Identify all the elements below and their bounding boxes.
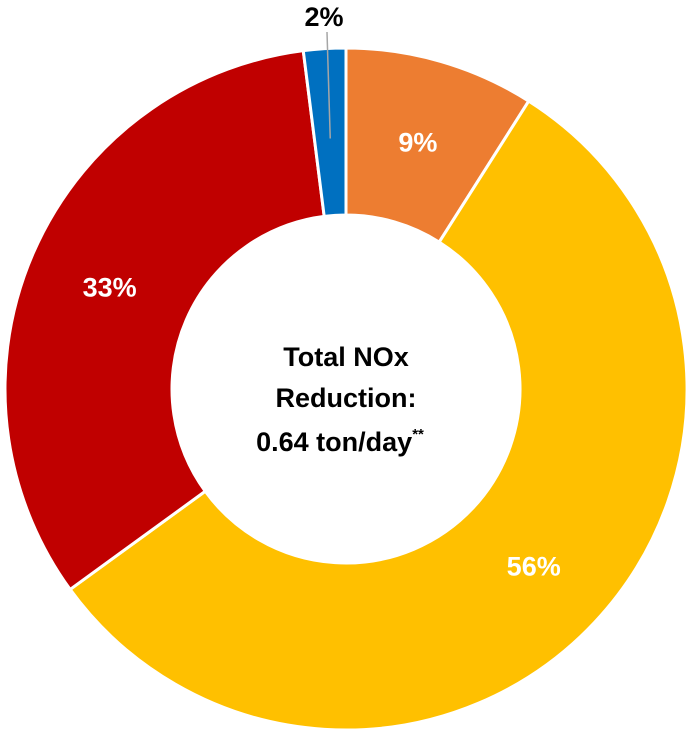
slice-label-2: 33% (83, 273, 137, 303)
center-label: Total NOx Reduction: 0.64 ton/day** (256, 342, 424, 457)
center-line-2: Reduction: (276, 383, 417, 413)
leader-line-3 (326, 31, 331, 139)
donut-slice-2 (3, 49, 326, 592)
donut-slice-3 (301, 46, 348, 219)
center-line-1: Total NOx (283, 342, 409, 372)
slice-label-3: 2% (304, 2, 343, 32)
center-line-3: 0.64 ton/day** (256, 426, 424, 457)
center-line-3-sup: ** (412, 426, 424, 443)
center-line-3-main: 0.64 ton/day (256, 427, 412, 457)
donut-slices (3, 46, 689, 732)
donut-slice-1 (68, 99, 689, 732)
slice-labels: 9% 56% 33% 2% (83, 2, 561, 581)
leader-lines (326, 31, 331, 139)
slice-label-1: 56% (507, 551, 561, 581)
slice-label-0: 9% (398, 128, 437, 158)
